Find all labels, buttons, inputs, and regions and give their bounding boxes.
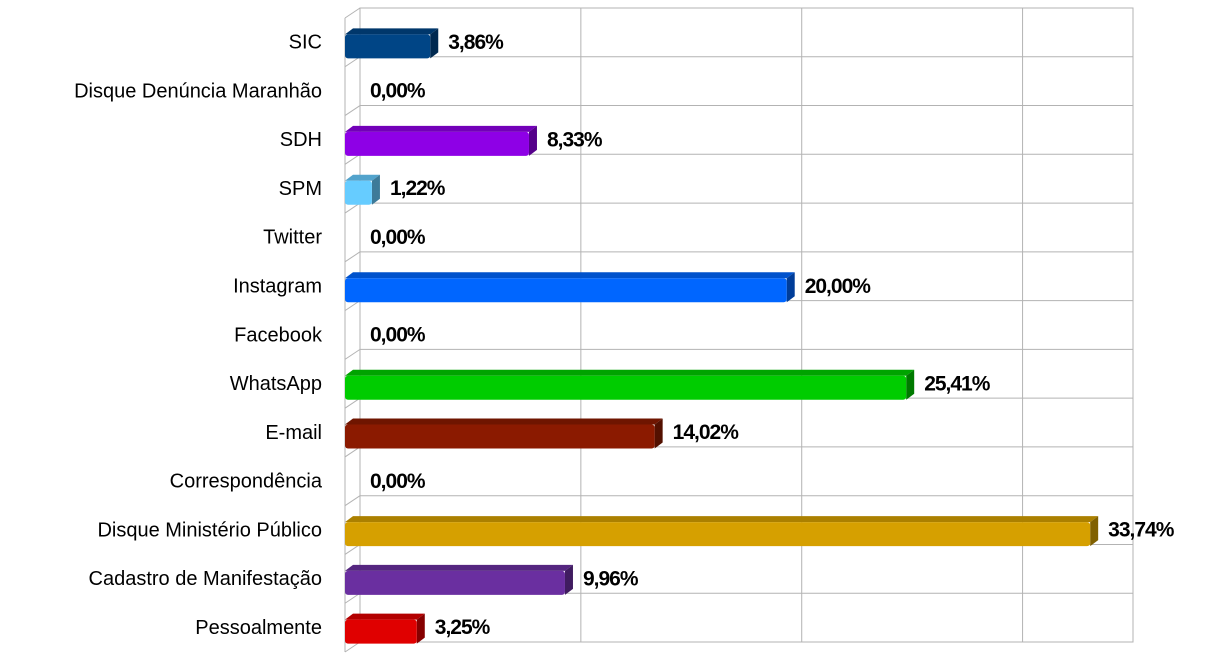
bar-side [786,272,795,303]
value-label: 20,00% [805,275,872,298]
value-label: 8,33% [547,128,603,151]
bar-front [345,375,907,400]
bar-top [345,272,795,279]
side-line [344,153,361,165]
bar-front [345,180,372,205]
bar-front [345,34,431,59]
bar-front [345,278,787,303]
y-tick-label: SIC [289,32,322,54]
side-line [344,544,361,555]
bar-top [345,418,663,425]
side-line [344,397,361,409]
bar-side [1090,516,1099,547]
bar [345,174,380,205]
y-tick-label: SDH [280,129,322,151]
bar-front [345,570,565,595]
bar-front [345,131,529,156]
bar-top [345,369,915,376]
y-tick-label: Pessoalmente [195,617,322,639]
bar [345,369,915,400]
bar-side [906,369,915,400]
y-tick-label: Correspondência [170,471,323,493]
bar-front [345,619,417,644]
bar-front [345,522,1091,547]
bar-top [345,28,439,35]
bar [345,272,795,303]
side-line [344,446,361,458]
y-tick-label: E-mail [265,422,322,444]
value-label: 3,25% [435,616,491,639]
side-line [344,7,361,19]
bar [345,28,439,59]
y-tick-label: Twitter [263,227,322,249]
side-line [344,495,361,507]
bar-side [430,28,439,59]
bar [345,613,425,644]
value-label: 0,00% [370,324,426,347]
value-label: 0,00% [370,470,426,493]
value-label: 25,41% [924,372,991,395]
bar-top [345,564,573,571]
y-tick-label: Disque Ministério Público [97,519,322,541]
bar-top [345,174,380,181]
y-tick-label: WhatsApp [230,373,322,395]
side-line [344,348,361,360]
bar-top [345,613,425,620]
bar-side [416,613,425,644]
value-label: 1,22% [390,177,446,200]
side-line [344,251,361,263]
bar [345,564,573,595]
value-label: 33,74% [1108,519,1175,542]
plot-wall [359,7,1134,643]
side-line [344,56,361,68]
y-tick-label: Facebook [234,324,323,346]
bar-top [345,516,1099,523]
value-label: 0,00% [370,80,426,103]
bar [345,516,1099,547]
side-line [344,105,361,116]
bar-side [371,174,380,205]
side-line [344,300,361,312]
bar-side [564,564,573,595]
y-tick-label: Instagram [233,276,322,298]
bar [345,418,663,449]
side-line [344,202,361,214]
bar-front [345,424,655,449]
bar-top [345,125,537,132]
value-label: 0,00% [370,226,426,249]
bar-side [654,418,663,449]
side-line [344,641,361,653]
value-label: 9,96% [583,567,639,590]
value-label: 14,02% [673,421,740,444]
value-label: 3,86% [448,31,504,54]
y-tick-label: SPM [279,178,322,200]
side-line [344,592,361,604]
bar-side [528,125,537,156]
y-tick-label: Disque Denúncia Maranhão [74,80,322,102]
y-tick-label: Cadastro de Manifestação [89,568,322,590]
bar [345,125,537,156]
